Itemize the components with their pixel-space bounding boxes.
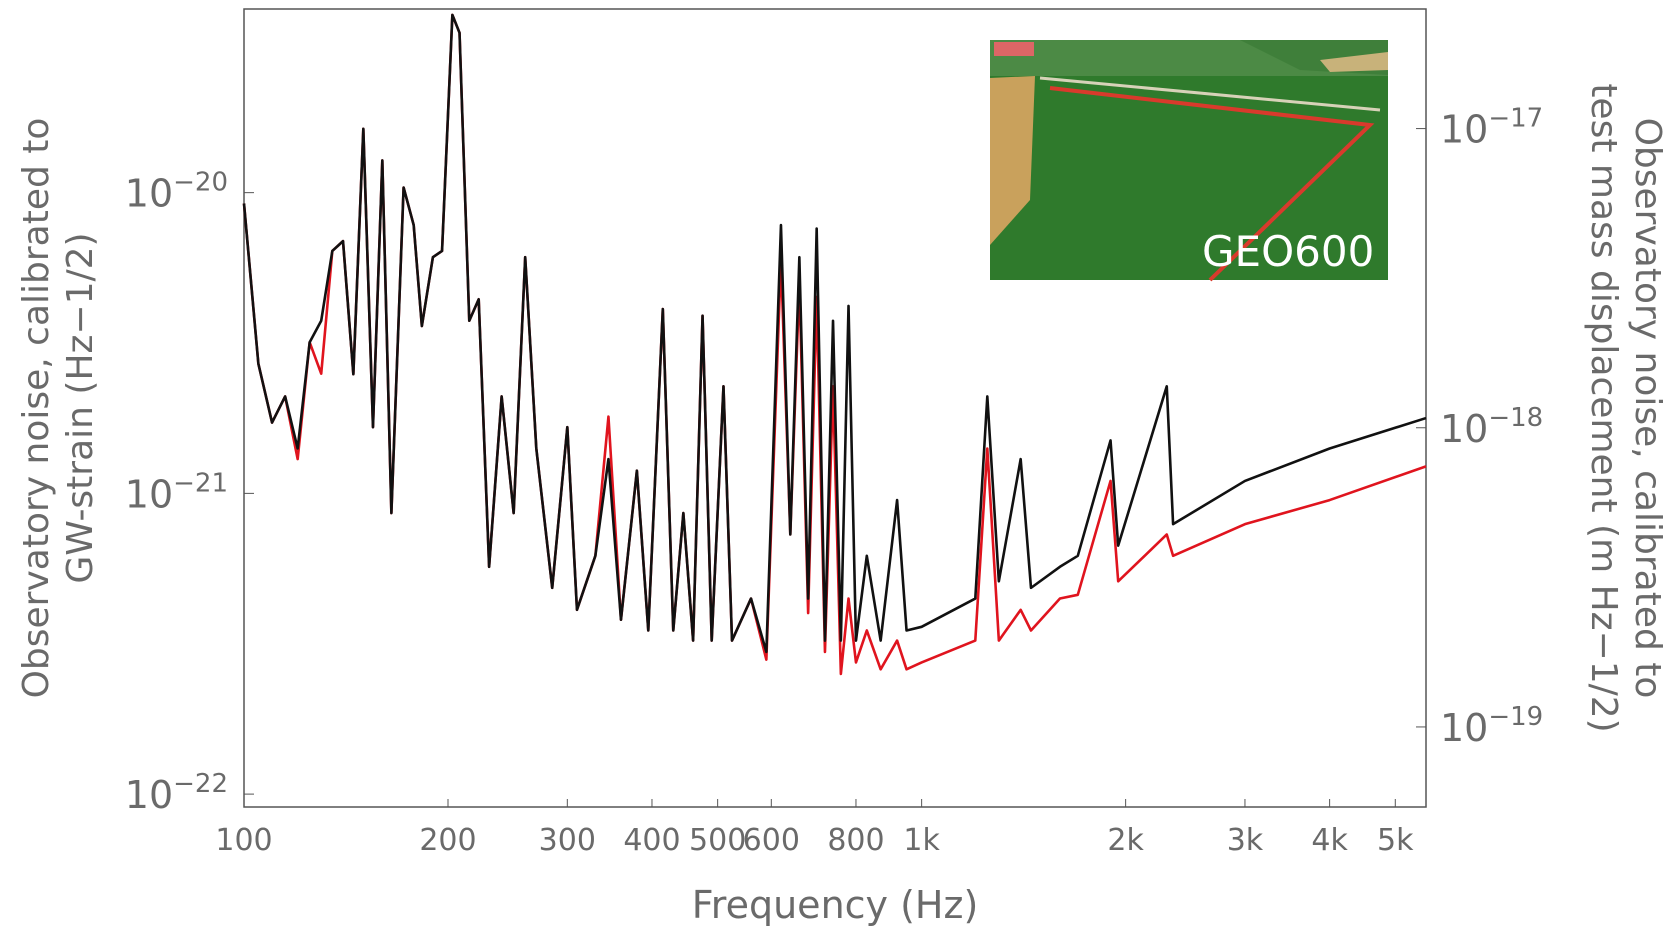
plot-frame xyxy=(243,8,1427,808)
x-tick-label: 400 xyxy=(623,823,680,858)
y-tick-label: 10−22 xyxy=(125,769,228,817)
y-tick-label: 10−20 xyxy=(125,168,228,216)
x-tick-label: 3k xyxy=(1227,823,1264,858)
y2-axis-label: Observatory noise, calibrated to xyxy=(1627,118,1668,699)
y-axis-label: Observatory noise, calibrated to xyxy=(16,118,57,699)
x-tick-label: 100 xyxy=(215,823,272,858)
x-tick-label: 2k xyxy=(1107,823,1144,858)
x-tick-label: 5k xyxy=(1377,823,1414,858)
x-tick-label: 800 xyxy=(827,823,884,858)
photo-patch xyxy=(1320,52,1388,72)
y2-tick-label: 10−17 xyxy=(1440,104,1543,152)
x-tick-label: 600 xyxy=(743,823,800,858)
y2-axis-label: test mass displacement (m Hz−1/2) xyxy=(1583,83,1624,732)
x-tick-label: 200 xyxy=(419,823,476,858)
photo-wheat xyxy=(990,76,1035,245)
y2-tick-label: 10−18 xyxy=(1440,403,1543,451)
photo-road xyxy=(1039,76,1381,112)
x-tick-label: 300 xyxy=(539,823,596,858)
y-axis-label: GW-strain (Hz−1/2) xyxy=(60,232,101,583)
y-tick-label: 10−21 xyxy=(125,468,228,516)
x-tick-label: 500 xyxy=(689,823,746,858)
series-line xyxy=(242,13,1427,654)
annotation: GEO600 xyxy=(1202,227,1374,276)
x-tick-label: 1k xyxy=(903,823,940,858)
photo-arms xyxy=(1049,86,1375,282)
inset-photo: GEO600 xyxy=(990,40,1388,282)
y2-tick-label: 10−19 xyxy=(1440,702,1543,750)
photo-building xyxy=(994,42,1034,56)
x-axis-label: Frequency (Hz) xyxy=(692,883,979,927)
x-tick-label: 4k xyxy=(1311,823,1348,858)
